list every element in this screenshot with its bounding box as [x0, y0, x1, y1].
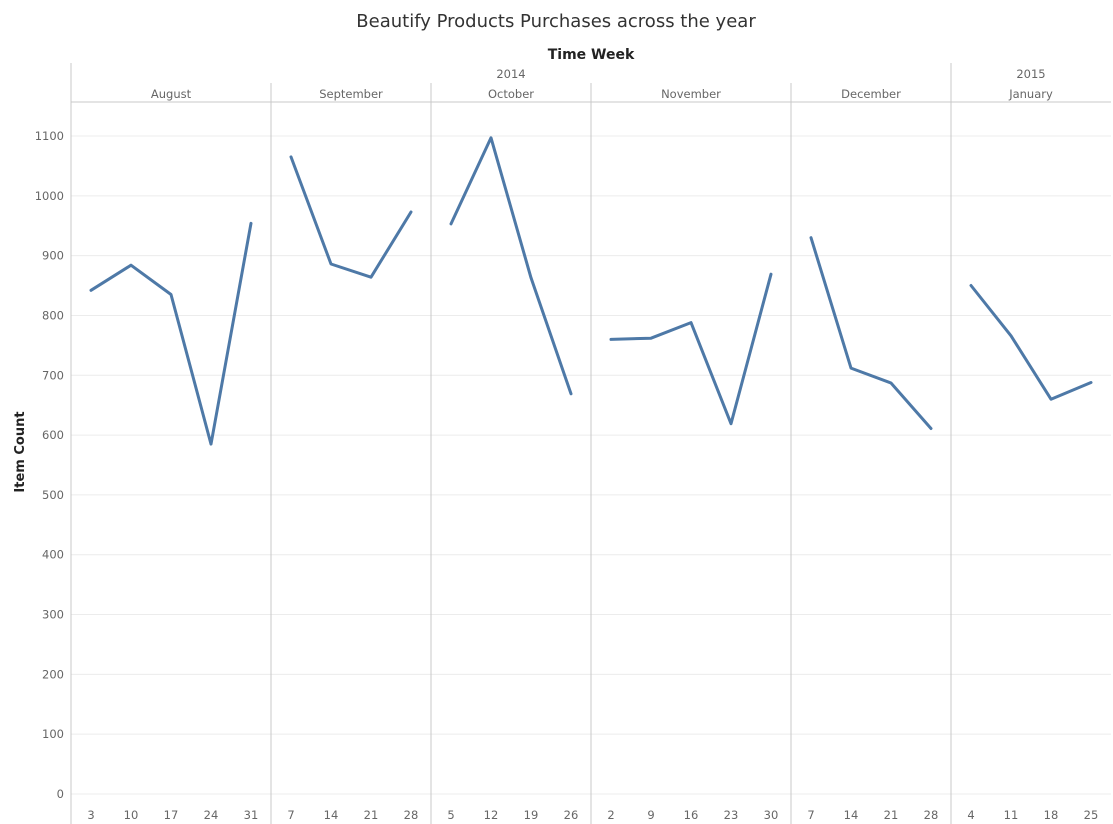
year-header-2015: 2015	[1016, 67, 1045, 81]
y-tick-label: 1000	[35, 189, 64, 203]
y-tick-label: 800	[42, 308, 64, 322]
x-axis-title: Time Week	[548, 47, 635, 63]
x-tick-label: 3	[87, 808, 94, 822]
x-tick-label: 10	[124, 808, 139, 822]
x-axis: 3 10 17 24 31 7 14 21 28 5 12 19 26 2 9 16 23 30 7 14 21 28 4 1…	[87, 808, 1098, 822]
x-tick-label: 21	[364, 808, 379, 822]
x-tick-label: 7	[807, 808, 814, 822]
x-tick-label: 30	[764, 808, 779, 822]
series-line-january	[969, 284, 1093, 401]
x-tick-label: 28	[924, 808, 939, 822]
y-axis: 0 100 200 300 400 500 600 700 800 900 1000 1100	[35, 129, 64, 801]
panel-frame	[70, 63, 1111, 824]
x-tick-label: 31	[244, 808, 259, 822]
x-tick-label: 28	[404, 808, 419, 822]
x-tick-label: 17	[164, 808, 179, 822]
x-tick-label: 14	[844, 808, 859, 822]
x-tick-label: 5	[447, 808, 454, 822]
series-line-october	[449, 136, 573, 396]
y-tick-label: 700	[42, 368, 64, 382]
column-headers: August September October November December Ja…	[151, 67, 1053, 101]
x-tick-label: 19	[524, 808, 539, 822]
series-line-september	[289, 155, 413, 279]
y-tick-label: 500	[42, 488, 64, 502]
y-tick-label: 600	[42, 428, 64, 442]
y-tick-label: 0	[57, 787, 64, 801]
x-tick-label: 12	[484, 808, 499, 822]
y-tick-label: 300	[42, 608, 64, 622]
x-tick-label: 18	[1044, 808, 1059, 822]
x-tick-label: 7	[287, 808, 294, 822]
x-tick-label: 9	[647, 808, 654, 822]
x-tick-label: 24	[204, 808, 219, 822]
x-tick-label: 25	[1084, 808, 1099, 822]
month-header-january: January	[1008, 87, 1053, 101]
x-tick-label: 21	[884, 808, 899, 822]
x-tick-label: 16	[684, 808, 699, 822]
x-tick-label: 14	[324, 808, 339, 822]
month-header-september: September	[319, 87, 383, 101]
month-header-august: August	[151, 87, 192, 101]
year-header-2014: 2014	[496, 67, 525, 81]
y-axis-label: Item Count	[13, 411, 28, 492]
x-tick-label: 2	[607, 808, 614, 822]
x-tick-label: 26	[564, 808, 579, 822]
month-header-december: December	[841, 87, 901, 101]
y-tick-label: 200	[42, 667, 64, 681]
month-header-november: November	[661, 87, 721, 101]
y-tick-label: 400	[42, 548, 64, 562]
series-line-december	[809, 236, 933, 430]
series-lines	[89, 136, 1093, 446]
chart-title: Beautify Products Purchases across the y…	[356, 11, 756, 32]
y-tick-label: 1100	[35, 129, 64, 143]
month-header-october: October	[488, 87, 534, 101]
x-tick-label: 11	[1004, 808, 1019, 822]
x-tick-label: 23	[724, 808, 739, 822]
series-line-august	[89, 221, 253, 446]
y-tick-label: 100	[42, 727, 64, 741]
series-line-november	[609, 272, 773, 426]
y-tick-label: 900	[42, 249, 64, 263]
x-tick-label: 4	[967, 808, 974, 822]
